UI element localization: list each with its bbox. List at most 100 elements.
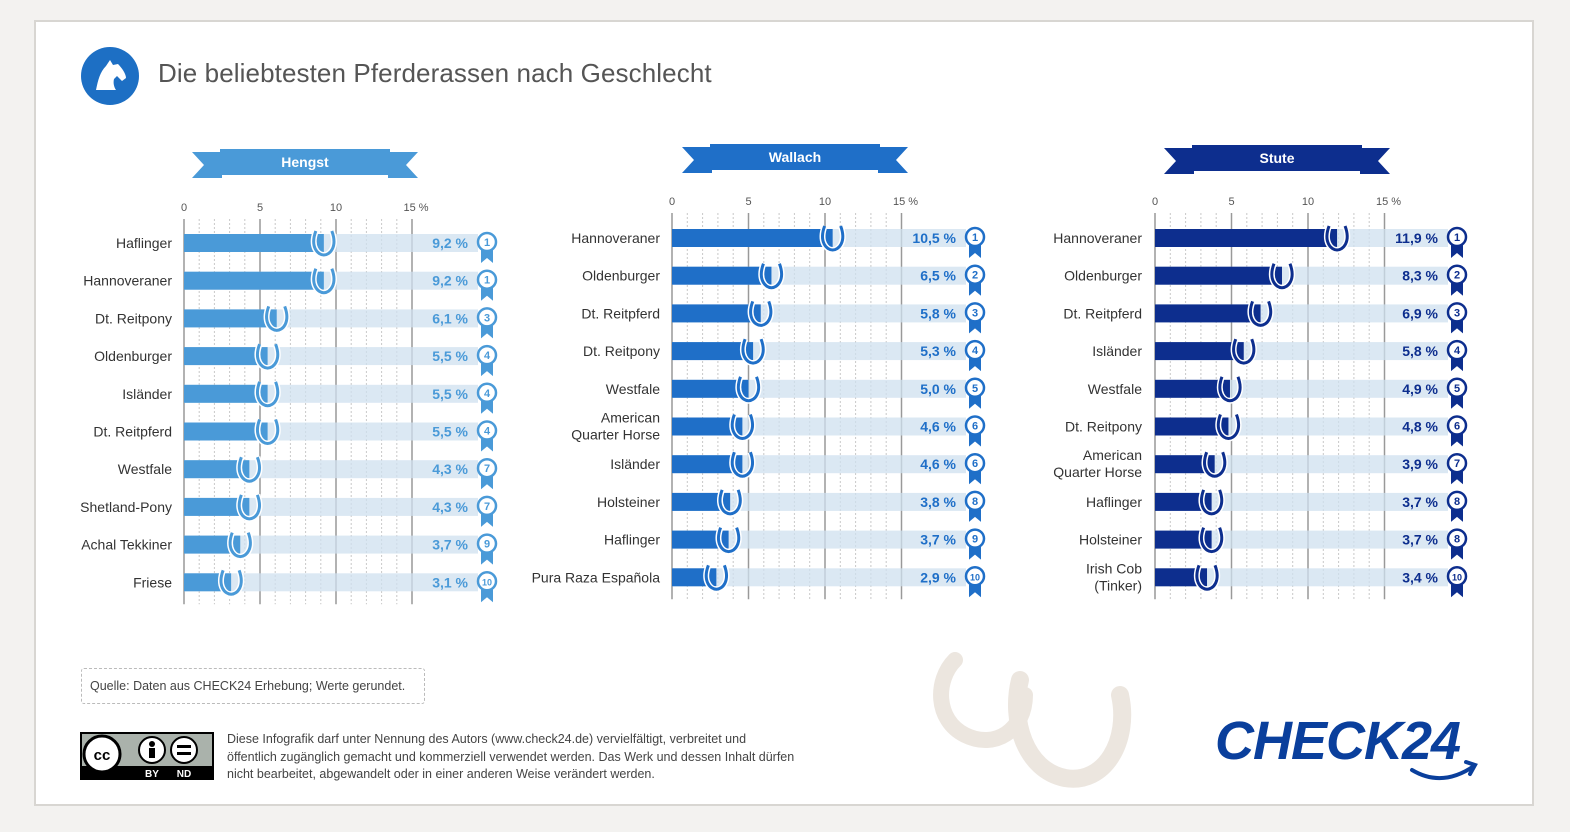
rank-medal-icon — [1446, 490, 1468, 512]
rank-label: 3 — [484, 312, 490, 324]
data-label: 3,8 % — [920, 494, 956, 510]
rank-label: 2 — [972, 270, 978, 282]
rank-medal-icon — [964, 528, 986, 549]
horseshoe-icon — [1270, 263, 1294, 290]
bar-background — [1155, 492, 1448, 511]
banner-ribbon-left — [682, 147, 712, 173]
rank-label: 3 — [972, 307, 978, 319]
rank-label: 4 — [484, 426, 491, 438]
horse-logo-icon — [81, 47, 139, 105]
license-text: Diese Infografik darf unter Nennung des … — [227, 732, 795, 781]
bar — [672, 379, 749, 398]
horseshoe-icon — [718, 489, 742, 516]
rank-medal-icon — [476, 420, 498, 441]
horseshoe-icon — [312, 230, 336, 257]
cc-label: cc — [94, 747, 111, 764]
horseshoe-icon — [219, 569, 243, 596]
category-label: Quarter Horse — [571, 427, 660, 443]
bar — [672, 304, 761, 323]
bar — [672, 342, 754, 361]
tick-label: 10 — [330, 202, 342, 214]
tick-label: 10 — [1302, 196, 1314, 208]
rank-medal-icon — [1446, 339, 1468, 361]
bar — [184, 347, 268, 366]
category-label: Isländer — [610, 456, 660, 472]
data-label: 9,2 % — [432, 273, 468, 289]
bar — [1155, 492, 1212, 511]
category-label: Hannoveraner — [83, 273, 172, 289]
data-label: 3,1 % — [432, 574, 468, 590]
horseshoe-icon — [704, 564, 728, 591]
bar — [672, 530, 729, 549]
rank-label: 7 — [1454, 458, 1460, 470]
horseshoe-icon — [1216, 413, 1241, 441]
category-label: American — [601, 410, 660, 426]
tick-label: 15 % — [403, 202, 428, 214]
bar-background — [1155, 455, 1448, 474]
horseshoe-icon — [1248, 300, 1273, 327]
rank-medal-icon — [476, 344, 498, 366]
horseshoe-icon — [736, 376, 761, 403]
horseshoe-icon — [1195, 564, 1219, 591]
data-label: 5,5 % — [432, 386, 468, 402]
tick-label: 5 — [1228, 196, 1234, 208]
horseshoe-icon — [265, 305, 289, 332]
category-label: Holsteiner — [597, 494, 660, 510]
data-label: 4,6 % — [920, 456, 956, 472]
data-label: 4,3 % — [432, 461, 468, 477]
cc-icon — [82, 734, 122, 774]
data-label: 3,4 % — [1402, 569, 1438, 585]
bar — [672, 492, 731, 511]
bar — [184, 309, 277, 328]
tick-label: 0 — [1152, 196, 1158, 208]
data-label: 6,1 % — [432, 310, 468, 326]
bar-background — [184, 535, 478, 554]
data-label: 2,9 % — [920, 569, 956, 585]
category-label: Haflinger — [116, 235, 172, 251]
data-label: 5,8 % — [920, 305, 956, 321]
bar — [1155, 455, 1215, 474]
rank-medal-icon — [476, 307, 498, 328]
data-label: 5,0 % — [920, 381, 956, 397]
horseshoe-icon — [255, 381, 280, 408]
rank-medal-icon — [964, 566, 986, 587]
data-label: 3,7 % — [1402, 494, 1438, 510]
bar-background — [672, 455, 966, 474]
bar — [1155, 304, 1261, 323]
rank-medal-icon — [476, 495, 498, 517]
bar — [184, 422, 268, 441]
horseshoe-icon — [1218, 376, 1242, 403]
rank-medal-icon — [964, 339, 986, 361]
horseshoe-icon — [228, 532, 252, 559]
cc-license-badge: cc BY ND — [80, 732, 214, 780]
rank-medal-icon — [476, 457, 498, 479]
category-label: Achal Tekkiner — [81, 537, 172, 553]
bar — [1155, 379, 1230, 398]
data-label: 5,5 % — [432, 424, 468, 440]
horseshoe-icon — [730, 451, 754, 478]
cc-nd-label: ND — [177, 769, 191, 780]
tick-label: 5 — [745, 196, 751, 208]
tick-label: 0 — [669, 196, 675, 208]
category-label: Friese — [133, 574, 172, 590]
rank-medal-icon — [1446, 226, 1468, 248]
rank-label: 8 — [972, 496, 978, 508]
page-title: Die beliebtesten Pferderassen nach Gesch… — [158, 58, 712, 88]
horseshoe-icon — [1199, 489, 1224, 516]
horseshoe-icon — [237, 456, 261, 483]
rank-medal-icon — [1446, 415, 1468, 436]
bar-background — [184, 573, 478, 592]
horseshoe-icon — [821, 225, 845, 252]
chart-banner — [1192, 145, 1362, 171]
rank-label: 6 — [972, 458, 978, 470]
rank-label: 4 — [972, 345, 979, 357]
rank-label: 9 — [484, 539, 490, 551]
bar — [184, 384, 268, 403]
rank-medal-icon — [1446, 528, 1468, 549]
data-label: 11,9 % — [1395, 230, 1438, 246]
bar — [184, 497, 250, 516]
chart-banner — [220, 149, 390, 175]
rank-label: 3 — [1454, 307, 1460, 319]
category-label: Oldenburger — [582, 268, 660, 284]
horseshoes-decoration-icon — [933, 652, 1132, 788]
